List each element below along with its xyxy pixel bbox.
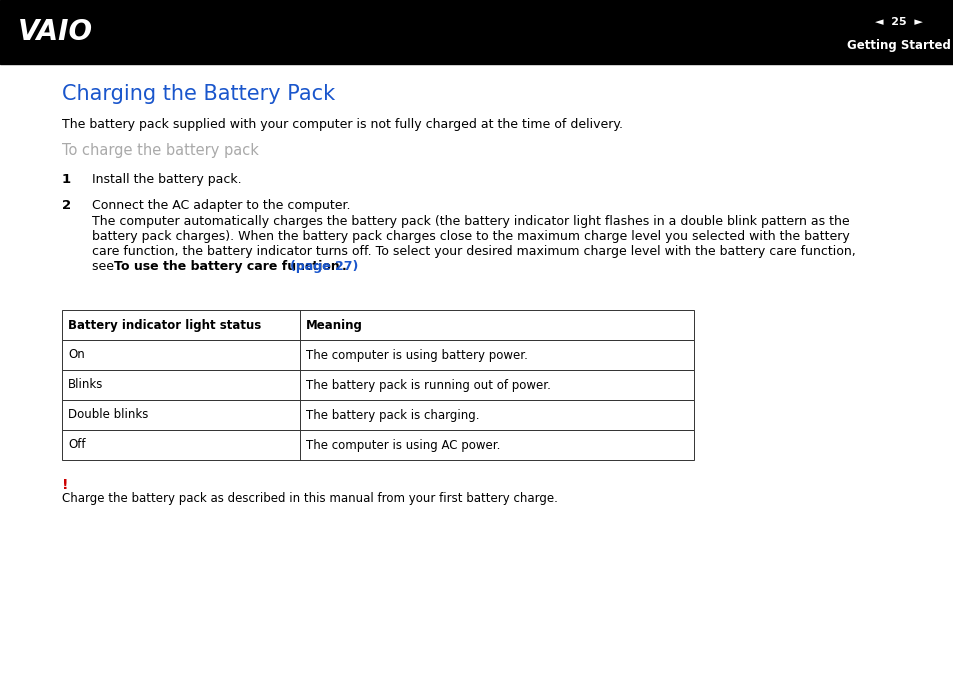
Text: The computer automatically charges the battery pack (the battery indicator light: The computer automatically charges the b… (91, 215, 849, 228)
Text: ◄  25  ►: ◄ 25 ► (874, 17, 922, 27)
Text: !: ! (62, 478, 69, 492)
Text: (page 27): (page 27) (290, 260, 358, 273)
Text: care function, the battery indicator turns off. To select your desired maximum c: care function, the battery indicator tur… (91, 245, 855, 258)
Text: The battery pack is charging.: The battery pack is charging. (306, 408, 479, 421)
Bar (62, 400, 693, 430)
Text: The battery pack supplied with your computer is not fully charged at the time of: The battery pack supplied with your comp… (62, 118, 622, 131)
Text: .: . (341, 260, 346, 273)
Text: Connect the AC adapter to the computer.: Connect the AC adapter to the computer. (91, 199, 350, 212)
Text: Battery indicator light status: Battery indicator light status (68, 319, 261, 332)
Text: Getting Started: Getting Started (846, 40, 950, 53)
Bar (62, 430, 693, 460)
Text: The computer is using battery power.: The computer is using battery power. (306, 348, 527, 361)
Text: The battery pack is running out of power.: The battery pack is running out of power… (306, 379, 550, 392)
Text: 2: 2 (62, 199, 71, 212)
Text: Meaning: Meaning (306, 319, 362, 332)
Text: To charge the battery pack: To charge the battery pack (62, 143, 258, 158)
Bar (62, 310, 693, 340)
Text: Charging the Battery Pack: Charging the Battery Pack (62, 84, 335, 104)
Text: To use the battery care function: To use the battery care function (113, 260, 344, 273)
Text: VAIO: VAIO (18, 18, 93, 46)
Text: battery pack charges). When the battery pack charges close to the maximum charge: battery pack charges). When the battery … (91, 230, 849, 243)
Text: Double blinks: Double blinks (68, 408, 149, 421)
Text: Charge the battery pack as described in this manual from your first battery char: Charge the battery pack as described in … (62, 492, 558, 505)
Text: On: On (68, 348, 85, 361)
Text: Blinks: Blinks (68, 379, 103, 392)
Bar (62, 370, 693, 400)
Bar (0, 0, 953, 64)
Text: The computer is using AC power.: The computer is using AC power. (306, 439, 500, 452)
Text: Install the battery pack.: Install the battery pack. (91, 173, 241, 186)
Text: 1: 1 (62, 173, 71, 186)
Text: see: see (91, 260, 118, 273)
Text: Off: Off (68, 439, 86, 452)
Bar (62, 340, 693, 370)
